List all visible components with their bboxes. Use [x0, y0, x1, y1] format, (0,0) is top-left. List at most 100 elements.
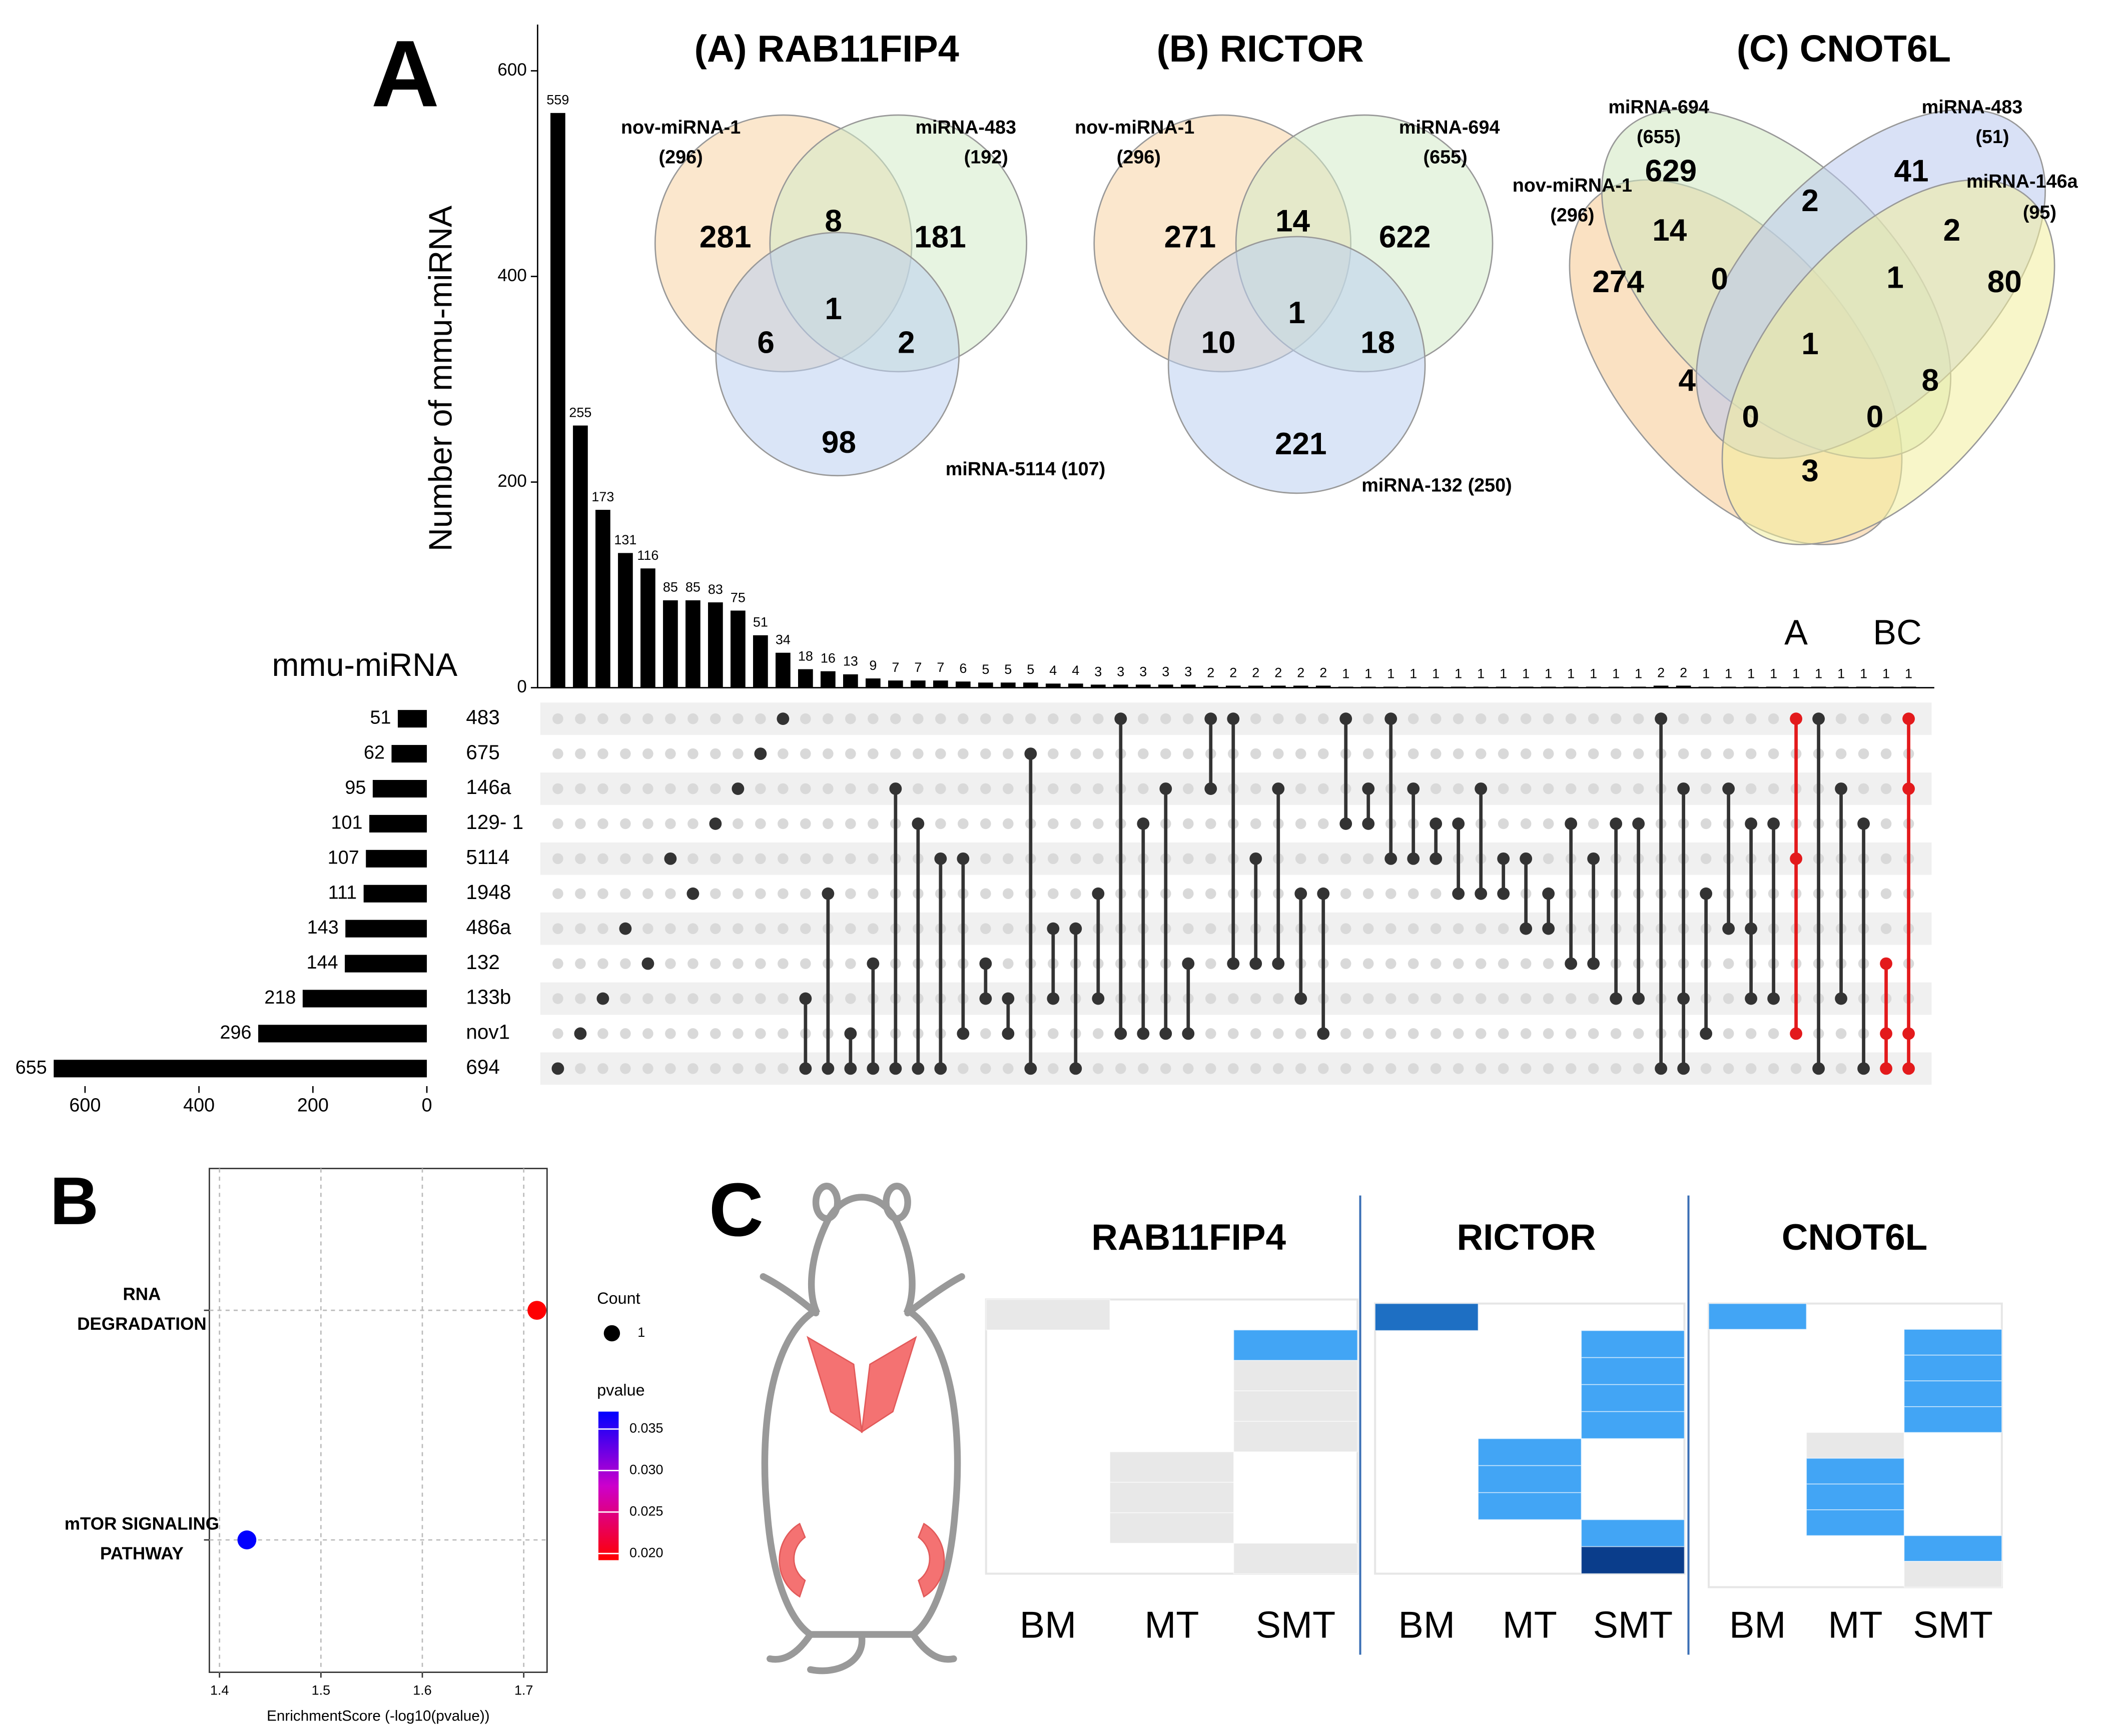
intersection-bar: [1653, 685, 1669, 688]
venn-region-count: 1: [825, 292, 842, 326]
bar-value-label: 2: [1274, 665, 1282, 680]
bar-value-label: 1: [1612, 666, 1620, 681]
set-size-label: 143: [307, 917, 339, 938]
empty-dot: [665, 818, 676, 829]
empty-dot: [1250, 783, 1261, 794]
empty-dot: [575, 1063, 586, 1074]
empty-dot: [1723, 1063, 1734, 1074]
empty-dot: [710, 783, 721, 794]
bar-value-label: 9: [869, 658, 877, 673]
empty-dot: [575, 888, 586, 900]
empty-dot: [1543, 958, 1554, 969]
empty-dot: [733, 748, 744, 759]
venn-set-size: (296): [1117, 147, 1161, 168]
empty-dot: [1858, 713, 1869, 724]
member-dot: [1745, 922, 1758, 935]
member-dot: [1407, 852, 1420, 865]
member-dot: [1159, 782, 1172, 795]
intersection-bar: [798, 669, 813, 688]
empty-dot: [1137, 1063, 1149, 1074]
member-dot: [1700, 887, 1713, 900]
size-legend-title: Count: [597, 1289, 640, 1307]
member-dot: [1857, 1062, 1870, 1075]
empty-dot: [1070, 853, 1081, 864]
empty-dot: [1835, 1028, 1847, 1039]
empty-dot: [733, 853, 744, 864]
intersection-bar: [1428, 686, 1444, 688]
set-name: nov1: [466, 1021, 510, 1044]
bar-value-label: 4: [1072, 663, 1079, 678]
member-dot: [1745, 817, 1758, 830]
empty-dot: [980, 923, 991, 935]
intersection-bar: [1541, 686, 1556, 688]
bar-value-label: 1: [1860, 666, 1867, 681]
empty-dot: [1498, 1063, 1509, 1074]
member-dot: [1092, 992, 1105, 1005]
member-dot: [1114, 1027, 1127, 1040]
set-size-bar: [345, 955, 427, 973]
heatmap-cell: [985, 1299, 1110, 1331]
empty-dot: [1588, 818, 1599, 829]
empty-dot: [1430, 958, 1442, 969]
member-dot: [1024, 1062, 1037, 1075]
empty-dot: [620, 748, 631, 759]
empty-dot: [575, 853, 586, 864]
bar-value-label: 173: [591, 489, 614, 504]
member-dot: [1317, 887, 1330, 900]
empty-dot: [1475, 958, 1487, 969]
intersection-bar: [1000, 682, 1016, 688]
member-dot: [1880, 957, 1892, 970]
empty-dot: [642, 888, 653, 900]
empty-dot: [1610, 713, 1622, 724]
set-name: 1948: [466, 881, 511, 904]
member-dot: [1294, 887, 1307, 900]
bar-value-label: 51: [753, 615, 768, 630]
empty-dot: [980, 783, 991, 794]
empty-dot: [778, 1028, 789, 1039]
heatmap-column-label: BM: [1729, 1604, 1786, 1646]
venn-set-name: miRNA-5114: [946, 459, 1056, 480]
member-dot: [1902, 1027, 1915, 1040]
bar-value-label: 1: [1387, 666, 1394, 681]
empty-dot: [1048, 888, 1059, 900]
empty-dot: [1453, 1028, 1464, 1039]
empty-dot: [733, 1063, 744, 1074]
empty-dot: [845, 748, 856, 759]
empty-dot: [1700, 1063, 1712, 1074]
empty-dot: [1385, 993, 1396, 1004]
empty-dot: [980, 713, 991, 724]
empty-dot: [642, 993, 653, 1004]
x-tick-label: 1.4: [210, 1683, 229, 1698]
empty-dot: [958, 1063, 969, 1074]
empty-dot: [1048, 748, 1059, 759]
member-dot: [867, 957, 880, 970]
empty-dot: [845, 993, 856, 1004]
empty-dot: [868, 713, 879, 724]
member-dot: [1880, 1062, 1892, 1075]
member-dot: [1159, 1027, 1172, 1040]
heatmap-cell: [1109, 1451, 1234, 1483]
intersection-bar: [910, 680, 926, 688]
heatmap-cell: [1903, 1329, 2002, 1356]
empty-dot: [935, 713, 946, 724]
bar-value-label: 16: [821, 651, 836, 666]
intersection-bar: [595, 510, 610, 688]
plot-frame: [209, 1168, 548, 1673]
venn-region-count: 1: [1886, 261, 1904, 295]
empty-dot: [733, 888, 744, 900]
empty-dot: [890, 713, 901, 724]
intersection-bar: [1248, 685, 1263, 688]
empty-dot: [1003, 923, 1014, 935]
member-dot: [777, 712, 790, 725]
intersection-bar: [776, 652, 791, 688]
empty-dot: [778, 783, 789, 794]
empty-dot: [868, 818, 879, 829]
intersection-bar: [1631, 686, 1646, 688]
bar-value-label: 1: [1432, 666, 1440, 681]
member-dot: [1069, 1062, 1082, 1075]
member-dot: [1790, 1027, 1803, 1040]
empty-dot: [1182, 748, 1194, 759]
empty-dot: [710, 1063, 721, 1074]
empty-dot: [1565, 993, 1577, 1004]
member-dot: [1227, 957, 1240, 970]
